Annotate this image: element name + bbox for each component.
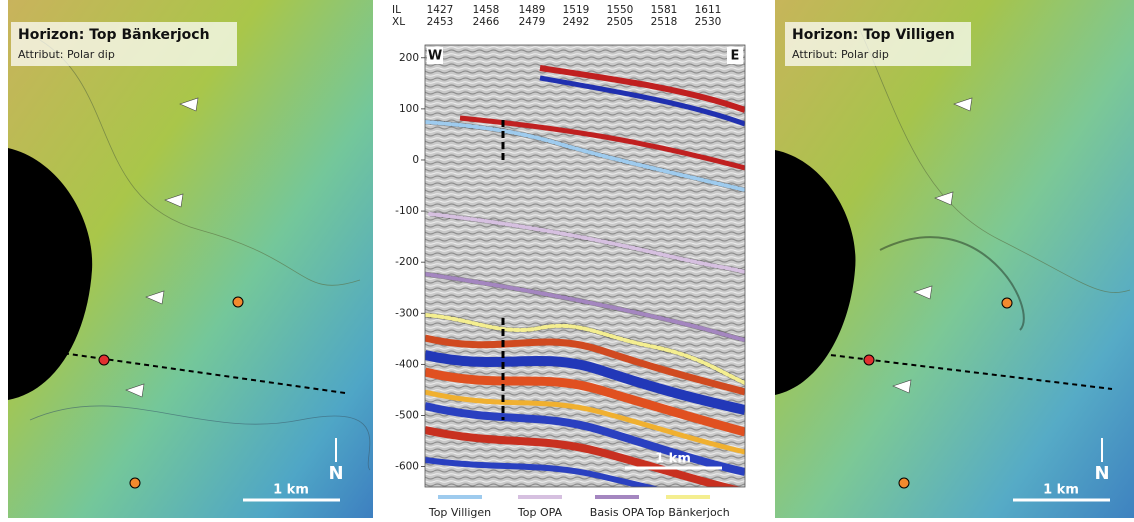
marker: [98, 354, 110, 366]
xl-value: 2466: [473, 16, 500, 28]
legend-label: Top OPA: [517, 506, 563, 519]
panel-title: Horizon: Top Villigen: [792, 27, 955, 43]
il-value: 1581: [651, 4, 678, 16]
xl-value: 2479: [519, 16, 546, 28]
arrow: [125, 383, 145, 398]
section: W E 1 km IL XL 200 100 0 -100 -200 -300 -400 -5…: [392, 4, 746, 519]
masked-area: [8, 148, 93, 400]
arrow: [179, 97, 199, 112]
horizon: [425, 313, 745, 385]
scale-label: 1 km: [273, 483, 309, 498]
west-label: W: [428, 49, 442, 64]
corner-box: [727, 47, 743, 64]
il-value: 1611: [695, 4, 722, 16]
y-tick-label: -100: [395, 205, 419, 217]
north-label: N: [1094, 463, 1109, 484]
marker: [898, 477, 910, 489]
arrow: [145, 290, 165, 305]
y-tick-label: 100: [399, 103, 419, 115]
contour: [29, 405, 371, 471]
il-value: 1519: [563, 4, 590, 16]
lineament: [879, 236, 1025, 331]
left-map: Horizon: Top Bänkerjoch Attribut: Polar …: [8, 0, 373, 518]
xl-value: 2518: [651, 16, 678, 28]
xl-value: 2492: [563, 16, 590, 28]
section-image: [425, 45, 745, 487]
scale-label: 1 km: [655, 452, 691, 467]
xl-value: 2453: [427, 16, 454, 28]
il-value: 1458: [473, 4, 500, 16]
marker: [1001, 297, 1013, 309]
panel-subtitle: Attribut: Polar dip: [792, 48, 889, 61]
il-value: 1550: [607, 4, 634, 16]
xl-value: 2530: [695, 16, 722, 28]
horizon: [425, 120, 745, 192]
horizon: [425, 272, 745, 342]
legend-label: Top Villigen: [428, 506, 491, 519]
legend-label: Top Bänkerjoch: [645, 506, 729, 519]
arrow: [934, 191, 954, 206]
masked-area: [775, 150, 856, 395]
horizon: [428, 212, 745, 274]
section-frame: [424, 44, 746, 488]
north-label: N: [328, 463, 343, 484]
y-tick-label: 200: [399, 52, 419, 64]
panel-subtitle: Attribut: Polar dip: [18, 48, 115, 61]
il-value: 1427: [427, 4, 454, 16]
il-value: 1489: [519, 4, 546, 16]
y-tick-label: -600: [395, 461, 419, 473]
arrow: [892, 379, 912, 394]
label-box: [785, 22, 971, 66]
scale-label: 1 km: [1043, 483, 1079, 498]
panel-title: Horizon: Top Bänkerjoch: [18, 27, 210, 43]
arrow: [164, 193, 184, 208]
east-label: E: [731, 49, 740, 64]
y-tick-label: -500: [395, 409, 419, 421]
legend-label: Basis OPA: [590, 506, 645, 519]
contour: [859, 29, 1131, 293]
xl-value: 2505: [607, 16, 634, 28]
arrow: [953, 97, 973, 112]
label-box: [11, 22, 237, 66]
il-label: IL: [392, 4, 401, 16]
marker: [129, 477, 141, 489]
y-tick-label: -400: [395, 358, 419, 370]
y-tick-label: -200: [395, 256, 419, 268]
marker: [232, 296, 244, 308]
marker: [863, 354, 875, 366]
y-tick-label: -300: [395, 307, 419, 319]
arrow: [913, 285, 933, 300]
corner-box: [427, 47, 443, 64]
y-tick-label: 0: [412, 154, 419, 166]
right-map: Horizon: Top Villigen Attribut: Polar di…: [775, 0, 1134, 518]
xl-label: XL: [392, 16, 405, 28]
contour: [39, 39, 361, 286]
